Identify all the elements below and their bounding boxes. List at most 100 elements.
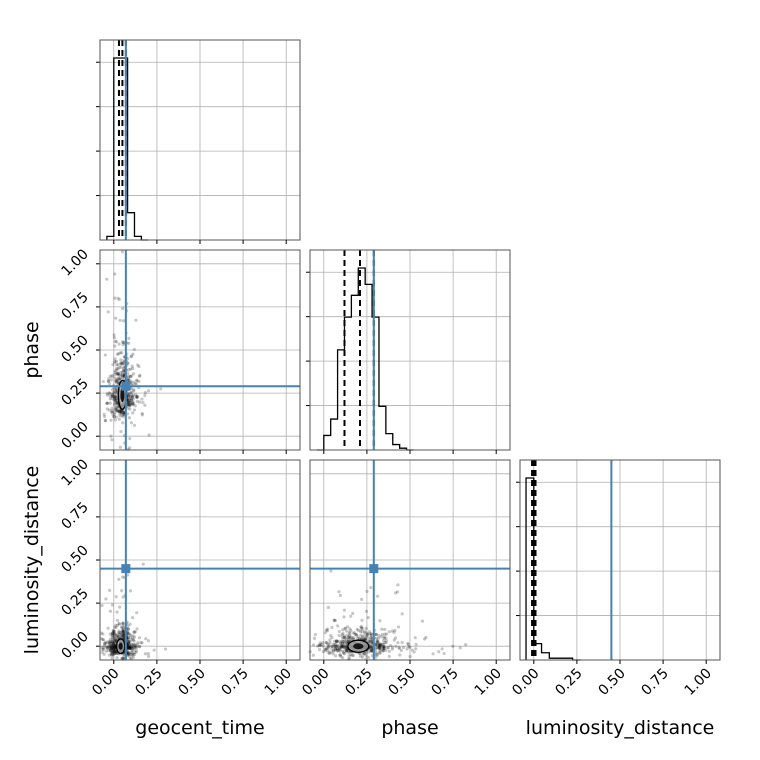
sample-point	[103, 418, 107, 423]
sample-point	[144, 637, 148, 641]
sample-point	[103, 419, 108, 423]
sample-point	[345, 650, 349, 654]
sample-point	[126, 406, 130, 410]
sample-point	[132, 630, 137, 635]
sample-point	[370, 632, 374, 636]
sample-point	[319, 643, 323, 647]
sample-point	[143, 391, 148, 395]
sample-point	[111, 644, 115, 649]
sample-point	[378, 646, 382, 650]
sample-point	[386, 646, 390, 650]
sample-point	[344, 644, 348, 649]
sample-point	[392, 638, 396, 642]
sample-point	[406, 641, 410, 645]
sample-point	[378, 647, 383, 652]
sample-point	[113, 636, 118, 641]
histogram-phase	[316, 267, 414, 451]
sample-point	[128, 394, 132, 399]
sample-point	[335, 639, 339, 643]
sample-point	[128, 374, 133, 379]
sample-point	[126, 394, 131, 398]
sample-point	[363, 637, 367, 641]
sample-point	[356, 635, 360, 639]
sample-point	[110, 393, 115, 397]
sample-point	[335, 646, 339, 650]
sample-point	[126, 630, 130, 634]
sample-point	[112, 645, 116, 649]
sample-point	[131, 366, 135, 371]
sample-point	[110, 410, 114, 414]
sample-point	[349, 614, 353, 618]
sample-point	[129, 646, 133, 650]
sample-point	[424, 635, 428, 640]
sample-point	[132, 408, 137, 412]
sample-point	[112, 390, 116, 394]
sample-point	[121, 631, 125, 635]
sample-point	[112, 415, 116, 419]
sample-point	[130, 354, 134, 358]
sample-point	[109, 644, 114, 648]
sample-point	[111, 413, 115, 417]
sample-point	[130, 647, 134, 651]
sample-point	[111, 641, 115, 645]
sample-point	[101, 638, 106, 642]
sample-point	[363, 638, 367, 642]
sample-point	[128, 403, 132, 407]
sample-point	[353, 631, 357, 635]
sample-point	[408, 645, 412, 650]
sample-point	[367, 639, 371, 643]
sample-point	[143, 393, 147, 398]
sample-point	[127, 446, 132, 450]
sample-point	[112, 650, 116, 654]
sample-point	[399, 648, 403, 653]
sample-point	[116, 409, 121, 413]
sample-point	[396, 625, 401, 629]
sample-point	[420, 619, 424, 623]
sample-point	[126, 651, 131, 655]
sample-point	[451, 644, 455, 648]
sample-point	[152, 648, 156, 652]
sample-point	[131, 402, 135, 406]
sample-point	[375, 654, 379, 658]
panel-phase-geocent_time: 0.000.250.500.751.00	[58, 246, 301, 454]
sample-point	[138, 373, 142, 377]
sample-point	[375, 639, 379, 644]
sample-point	[392, 630, 396, 635]
sample-point	[133, 643, 137, 647]
sample-point	[113, 369, 117, 373]
sample-point	[132, 388, 136, 392]
sample-point	[379, 643, 383, 647]
sample-point	[368, 644, 372, 648]
sample-point	[131, 393, 135, 397]
sample-point	[412, 650, 416, 654]
sample-point	[408, 654, 412, 659]
sample-point	[375, 636, 379, 640]
sample-point	[116, 371, 120, 375]
sample-point	[130, 651, 135, 656]
sample-point	[422, 637, 427, 641]
sample-point	[128, 656, 132, 660]
sample-point	[112, 649, 117, 653]
sample-point	[362, 631, 366, 635]
sample-point	[376, 640, 380, 644]
sample-point	[362, 634, 366, 638]
sample-point	[104, 641, 108, 645]
sample-point	[114, 408, 118, 412]
sample-point	[117, 621, 121, 626]
sample-point	[126, 400, 130, 405]
sample-point	[135, 378, 139, 382]
sample-point	[127, 403, 131, 407]
sample-point	[347, 638, 351, 642]
sample-point	[319, 642, 323, 646]
sample-point	[109, 646, 114, 651]
sample-point	[116, 377, 120, 381]
sample-point	[342, 652, 347, 656]
sample-point	[333, 647, 338, 651]
sample-point	[120, 375, 125, 380]
sample-point	[126, 627, 130, 632]
sample-point	[121, 622, 125, 626]
sample-point	[331, 649, 336, 653]
sample-point	[127, 637, 131, 641]
sample-point	[111, 633, 115, 637]
sample-point	[118, 412, 122, 416]
